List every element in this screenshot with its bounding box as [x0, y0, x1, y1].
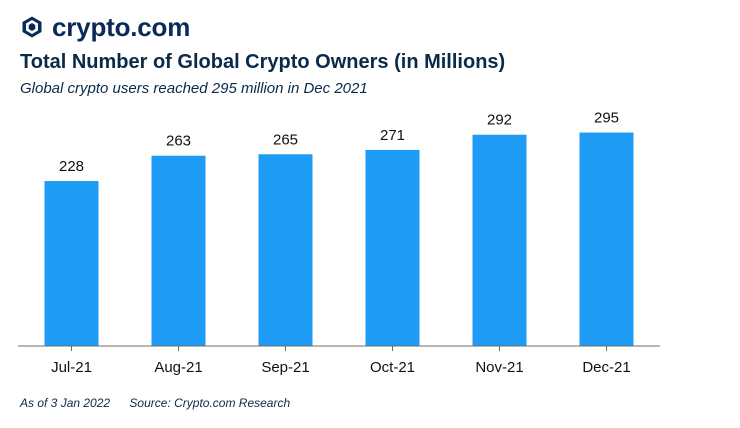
bar-sep-21: [258, 154, 313, 346]
bar-jul-21: [44, 181, 99, 346]
chart-title: Total Number of Global Crypto Owners (in…: [20, 51, 506, 73]
chart-subtitle: Global crypto users reached 295 million …: [20, 80, 368, 97]
x-tick-label-dec-21: Dec-21: [582, 359, 630, 376]
x-tick-label-jul-21: Jul-21: [51, 359, 92, 376]
bar-oct-21: [365, 149, 420, 346]
value-label-dec-21: 295: [594, 110, 619, 127]
bars-group: [44, 132, 634, 346]
source-note: Source: Crypto.com Research: [129, 396, 291, 410]
x-tick-label-oct-21: Oct-21: [370, 359, 415, 376]
x-tick-label-nov-21: Nov-21: [475, 359, 523, 376]
as-of-note: As of 3 Jan 2022: [20, 396, 111, 410]
x-tick-label-aug-21: Aug-21: [154, 359, 202, 376]
chart-footer: As of 3 Jan 2022 Source: Crypto.com Rese…: [20, 396, 290, 410]
value-label-nov-21: 292: [487, 112, 512, 129]
x-ticks-group: [71, 346, 607, 351]
bar-nov-21: [472, 134, 527, 346]
x-tick-labels-group: Jul-21 Aug-21 Sep-21 Oct-21 Nov-21 Dec-21: [51, 359, 631, 376]
value-labels-group: 228 263 265 271 292 295: [59, 110, 619, 175]
value-label-aug-21: 263: [166, 133, 191, 150]
crypto-com-shield-icon: [22, 16, 42, 38]
bar-aug-21: [151, 155, 206, 346]
value-label-sep-21: 265: [273, 131, 298, 148]
brand-name: crypto.com: [52, 12, 191, 42]
x-tick-label-sep-21: Sep-21: [261, 359, 309, 376]
brand-logo: crypto.com: [20, 10, 190, 44]
bar-dec-21: [579, 132, 634, 346]
value-label-jul-21: 228: [59, 158, 84, 175]
value-label-oct-21: 271: [380, 127, 405, 144]
